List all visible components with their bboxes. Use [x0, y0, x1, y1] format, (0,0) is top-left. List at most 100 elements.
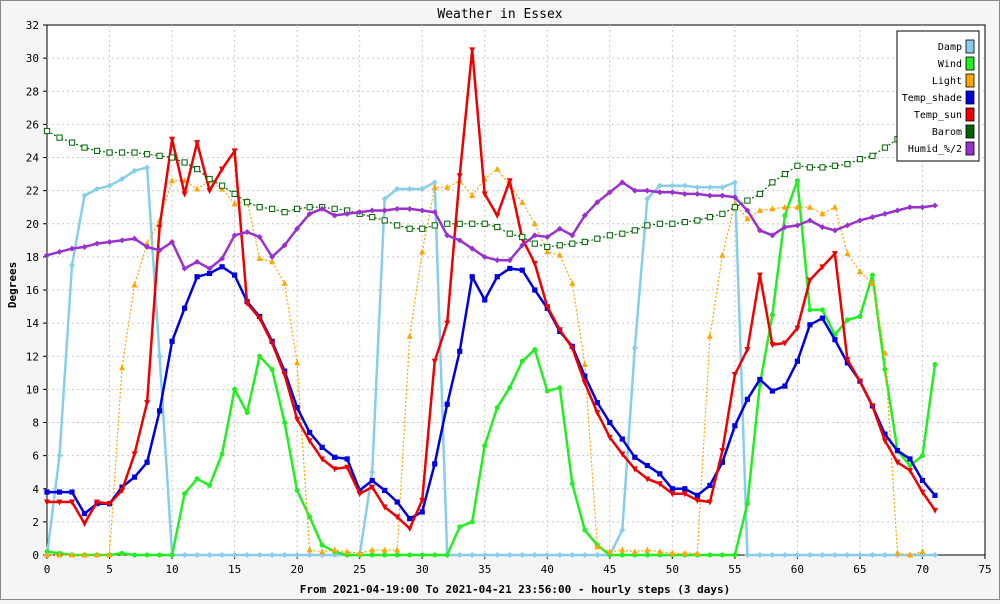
data-point: [844, 250, 851, 257]
data-point: [556, 242, 563, 249]
data-point: [544, 243, 551, 251]
data-point: [782, 383, 788, 389]
data-point: [94, 185, 101, 192]
data-point: [694, 190, 701, 197]
x-tick-label: 50: [666, 563, 679, 576]
data-point: [444, 552, 450, 558]
data-point: [394, 546, 401, 553]
data-point: [569, 345, 576, 352]
data-point: [93, 147, 101, 154]
data-point: [231, 190, 238, 198]
data-point: [357, 487, 363, 494]
data-point: [731, 371, 738, 378]
data-point: [594, 199, 601, 206]
data-point: [444, 220, 451, 227]
data-point: [369, 207, 376, 214]
legend-swatch-light: [965, 73, 975, 88]
data-point: [81, 243, 88, 250]
data-point: [144, 552, 150, 558]
x-tick-label: 65: [853, 563, 866, 576]
data-point: [194, 140, 201, 147]
data-point: [332, 454, 338, 460]
legend-label-light: Light: [932, 76, 962, 87]
data-point: [694, 492, 700, 498]
data-point: [506, 257, 513, 264]
data-point: [256, 234, 263, 240]
data-point: [719, 552, 725, 558]
data-point: [444, 401, 450, 407]
data-point: [106, 182, 113, 189]
data-point: [482, 443, 488, 449]
data-point: [819, 264, 826, 271]
data-point: [719, 184, 726, 191]
data-point: [894, 549, 901, 556]
data-point: [431, 358, 438, 365]
legend-label-damp: Damp: [938, 42, 962, 53]
data-point: [119, 487, 126, 494]
data-point: [68, 139, 76, 146]
data-point: [494, 223, 501, 231]
data-point: [119, 237, 126, 244]
data-point: [256, 315, 263, 322]
data-point: [706, 214, 713, 221]
data-point: [381, 195, 388, 202]
y-tick-label: 12: [26, 350, 39, 363]
data-point: [781, 203, 788, 210]
data-point: [306, 552, 313, 558]
data-point: [856, 156, 864, 163]
grid-lines: [47, 25, 985, 555]
data-point: [606, 189, 613, 196]
x-tick-label: 45: [603, 563, 616, 576]
data-point: [194, 476, 200, 482]
data-point: [319, 456, 326, 463]
legend: Damp Wind Light Temp_shade Temp_sun Barom Humi…: [896, 30, 980, 162]
data-point: [707, 482, 713, 489]
data-point: [494, 274, 500, 280]
data-point: [806, 203, 813, 210]
data-point: [306, 210, 313, 217]
data-point: [194, 258, 201, 265]
data-point: [232, 386, 238, 392]
data-point: [456, 173, 463, 180]
data-point: [457, 524, 463, 530]
data-point: [294, 487, 300, 493]
data-point: [719, 210, 726, 217]
data-point: [881, 438, 888, 445]
data-point: [769, 179, 776, 186]
data-point: [44, 489, 50, 495]
data-point: [56, 134, 63, 141]
data-point: [269, 253, 276, 260]
data-point: [507, 265, 513, 272]
data-point: [644, 546, 651, 553]
data-point: [56, 489, 63, 495]
data-point: [194, 274, 200, 280]
data-point: [907, 456, 913, 462]
legend-swatch-humid-2: [965, 141, 975, 156]
x-tick-label: 35: [478, 563, 491, 576]
data-point: [156, 353, 163, 360]
data-point: [569, 240, 576, 247]
data-point: [769, 205, 776, 212]
data-point: [806, 164, 814, 171]
data-point: [619, 546, 626, 553]
series-layer: [43, 47, 938, 558]
data-point: [219, 264, 225, 270]
legend-label-barom: Barom: [932, 127, 962, 138]
data-point: [519, 358, 525, 364]
data-point: [219, 255, 226, 262]
data-point: [382, 487, 388, 494]
data-point: [469, 519, 475, 525]
data-point: [319, 548, 326, 555]
data-point: [881, 552, 888, 558]
data-point: [706, 184, 713, 191]
data-point: [819, 164, 826, 171]
data-point: [431, 179, 438, 186]
data-point: [132, 552, 138, 558]
data-point: [294, 225, 301, 232]
data-point: [419, 225, 426, 232]
data-point: [131, 451, 138, 458]
data-point: [531, 232, 538, 239]
data-point: [207, 482, 213, 488]
data-point: [469, 552, 476, 558]
data-point: [756, 227, 763, 234]
